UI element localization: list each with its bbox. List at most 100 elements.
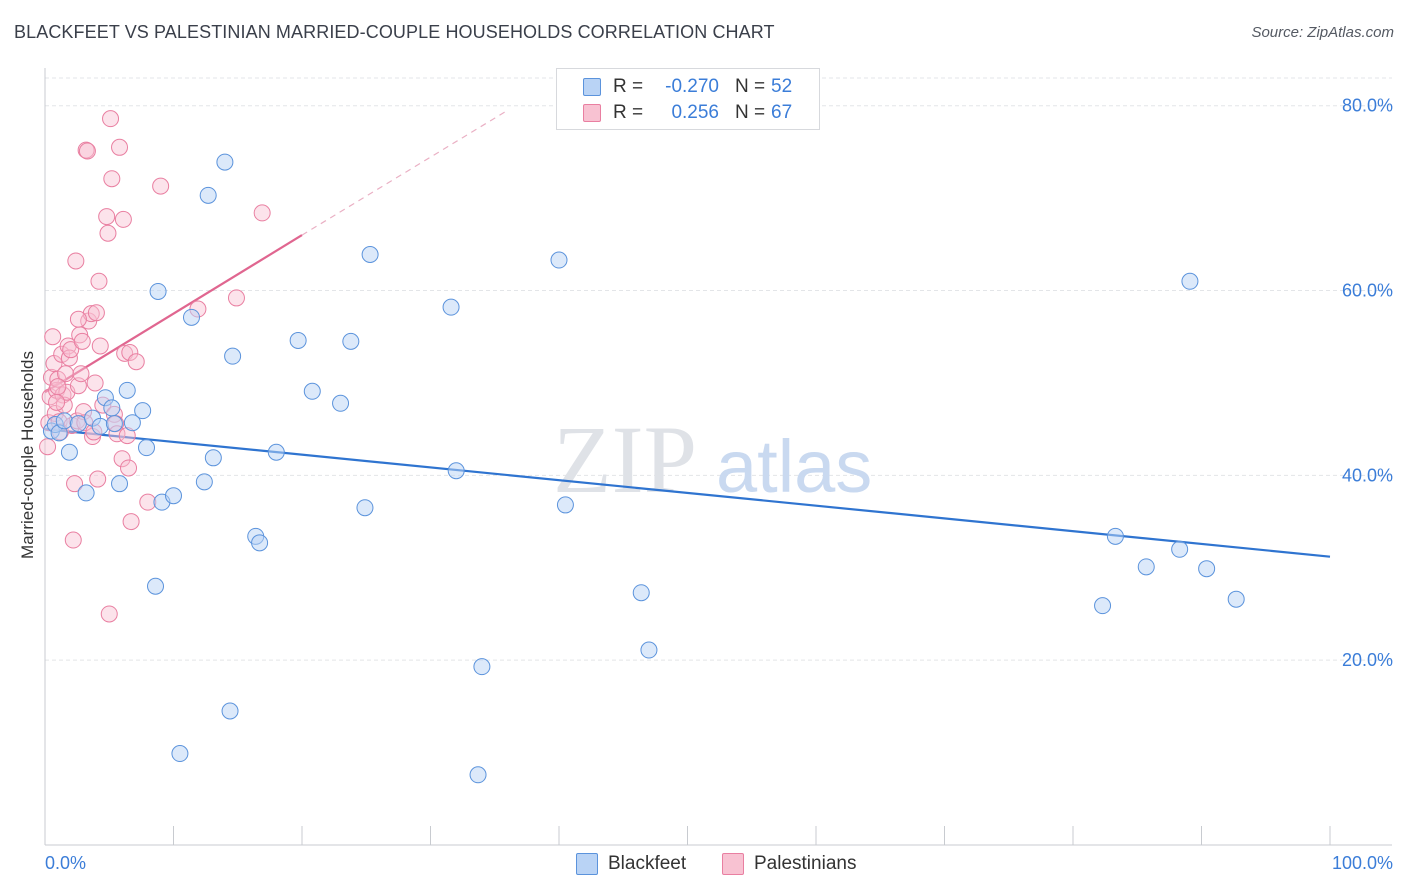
palestinians-point: [90, 272, 108, 290]
series-legend: Blackfeet Palestinians: [0, 850, 1406, 878]
blackfeet-point: [123, 414, 141, 432]
tick-labels: 20.0% 40.0% 60.0% 80.0% 0.0% 100.0%: [45, 96, 1393, 873]
palestinians-point: [227, 289, 245, 307]
blackfeet-point: [632, 584, 650, 602]
palestinians-point: [67, 252, 85, 270]
blackfeet-point: [171, 745, 189, 763]
blackfeet-point: [182, 308, 200, 326]
palestinians-point: [64, 531, 82, 549]
palestinians-point: [98, 208, 116, 226]
n-label: N =: [735, 76, 766, 97]
r-value: 0.256: [671, 102, 719, 123]
blackfeet-point: [1181, 272, 1199, 290]
blackfeet-point: [556, 496, 574, 514]
watermark-zip: ZIP: [553, 406, 697, 513]
blackfeet-point: [1171, 540, 1189, 558]
blackfeet-point: [216, 153, 234, 171]
blackfeet-point: [1094, 597, 1112, 615]
blackfeet-point: [224, 347, 242, 365]
palestinians-point: [57, 365, 75, 383]
blackfeet-point: [442, 298, 460, 316]
y-tick-label: 20.0%: [1342, 650, 1393, 670]
palestinians-point: [116, 344, 134, 362]
blackfeet-point: [1137, 558, 1155, 576]
blackfeet-point: [303, 382, 321, 400]
blackfeet-point: [342, 332, 360, 350]
r-label: R =: [613, 102, 644, 123]
blackfeet-point: [103, 399, 121, 417]
palestinians-point: [89, 470, 107, 488]
blackfeet-point: [91, 417, 109, 435]
blackfeet-point: [147, 577, 165, 595]
palestinians-point: [253, 204, 271, 222]
blackfeet-point: [550, 251, 568, 269]
gridlines: [45, 77, 1392, 661]
blackfeet-point: [134, 402, 152, 420]
source-credit: Source: ZipAtlas.com: [1251, 24, 1394, 41]
n-label: N =: [735, 102, 766, 123]
palestinians-point: [44, 328, 62, 346]
correlation-legend: R = -0.270 N = 52 R = 0.256 N = 67: [556, 68, 820, 130]
blackfeet-point: [251, 534, 269, 552]
palestinians-point: [66, 475, 84, 493]
palestinians-swatch: [583, 104, 601, 122]
blackfeet-point: [447, 462, 465, 480]
blackfeet-point: [165, 487, 182, 505]
legend-label: Palestinians: [754, 853, 857, 874]
blackfeet-point: [473, 658, 491, 676]
palestinians-point: [102, 110, 120, 128]
palestinians-point: [42, 368, 60, 386]
palestinians-point: [82, 305, 100, 323]
blackfeet-point: [77, 484, 95, 502]
palestinians-point: [111, 138, 129, 156]
blackfeet-point: [55, 412, 73, 430]
palestinians-point: [77, 141, 95, 159]
palestinians-point: [69, 310, 87, 328]
blackfeet-point: [69, 415, 87, 433]
palestinians-point: [152, 177, 170, 195]
watermark-atlas: atlas: [716, 425, 872, 508]
blackfeet-point: [195, 473, 213, 491]
y-tick-label: 60.0%: [1342, 281, 1393, 301]
blackfeet-point: [267, 443, 285, 461]
data-points: [39, 110, 1245, 784]
palestinians-point: [121, 343, 139, 361]
blackfeet-point: [221, 702, 239, 720]
blackfeet-point: [111, 475, 129, 493]
y-tick-label: 80.0%: [1342, 96, 1393, 116]
palestinians-swatch: [722, 853, 744, 875]
blackfeet-point: [1198, 560, 1216, 578]
palestinians-trend-extension: [301, 109, 508, 236]
blackfeet-point: [105, 415, 123, 433]
palestinians-point: [113, 450, 131, 468]
blackfeet-point: [138, 439, 156, 457]
palestinians-point: [127, 353, 145, 371]
x-tick-label: 100.0%: [1332, 853, 1393, 873]
r-label: R =: [613, 76, 644, 97]
palestinians-point: [114, 210, 132, 228]
palestinians-point: [120, 459, 138, 477]
r-value: -0.270: [665, 76, 719, 97]
palestinians-point: [91, 337, 109, 355]
y-tick-label: 40.0%: [1342, 465, 1393, 485]
blackfeet-swatch: [576, 853, 598, 875]
n-value: 67: [771, 102, 793, 123]
palestinians-point: [62, 341, 80, 359]
blackfeet-point: [118, 381, 136, 399]
blackfeet-swatch: [583, 78, 601, 96]
palestinians-point: [39, 438, 57, 456]
palestinians-point: [87, 304, 105, 322]
palestinians-trend-line: [44, 234, 303, 394]
legend-row-palestinians: R = 0.256 N = 67: [557, 100, 819, 126]
palestinians-point: [122, 513, 140, 531]
chart-title: BLACKFEET VS PALESTINIAN MARRIED-COUPLE …: [14, 22, 775, 42]
blackfeet-point: [469, 766, 487, 784]
palestinians-point: [48, 393, 66, 411]
blackfeet-point: [289, 331, 307, 349]
blackfeet-point: [1106, 527, 1124, 545]
palestinians-point: [99, 224, 117, 242]
palestinians-point: [49, 378, 67, 396]
palestinians-point: [78, 142, 96, 160]
blackfeet-point: [60, 443, 78, 461]
watermark: ZIP atlas: [553, 406, 872, 513]
